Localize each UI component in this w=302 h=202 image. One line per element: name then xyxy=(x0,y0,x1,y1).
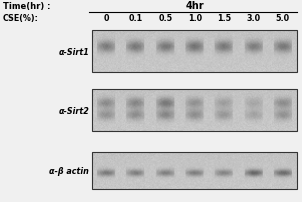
Bar xyxy=(92,90,297,131)
Text: α-Sirt1: α-Sirt1 xyxy=(58,47,89,57)
Text: 1.0: 1.0 xyxy=(188,14,202,23)
Text: 0: 0 xyxy=(104,14,110,23)
Text: 1.5: 1.5 xyxy=(217,14,231,23)
Text: 3.0: 3.0 xyxy=(246,14,261,23)
Text: α-Sirt2: α-Sirt2 xyxy=(58,106,89,115)
Text: CSE(%):: CSE(%): xyxy=(3,14,39,23)
Text: 4hr: 4hr xyxy=(185,1,204,11)
Text: 0.1: 0.1 xyxy=(129,14,143,23)
Text: 5.0: 5.0 xyxy=(276,14,290,23)
Text: 0.5: 0.5 xyxy=(158,14,172,23)
Bar xyxy=(92,31,297,73)
Text: α-β actin: α-β actin xyxy=(49,166,89,175)
Text: Time(hr) :: Time(hr) : xyxy=(3,2,50,11)
Bar xyxy=(92,153,297,189)
